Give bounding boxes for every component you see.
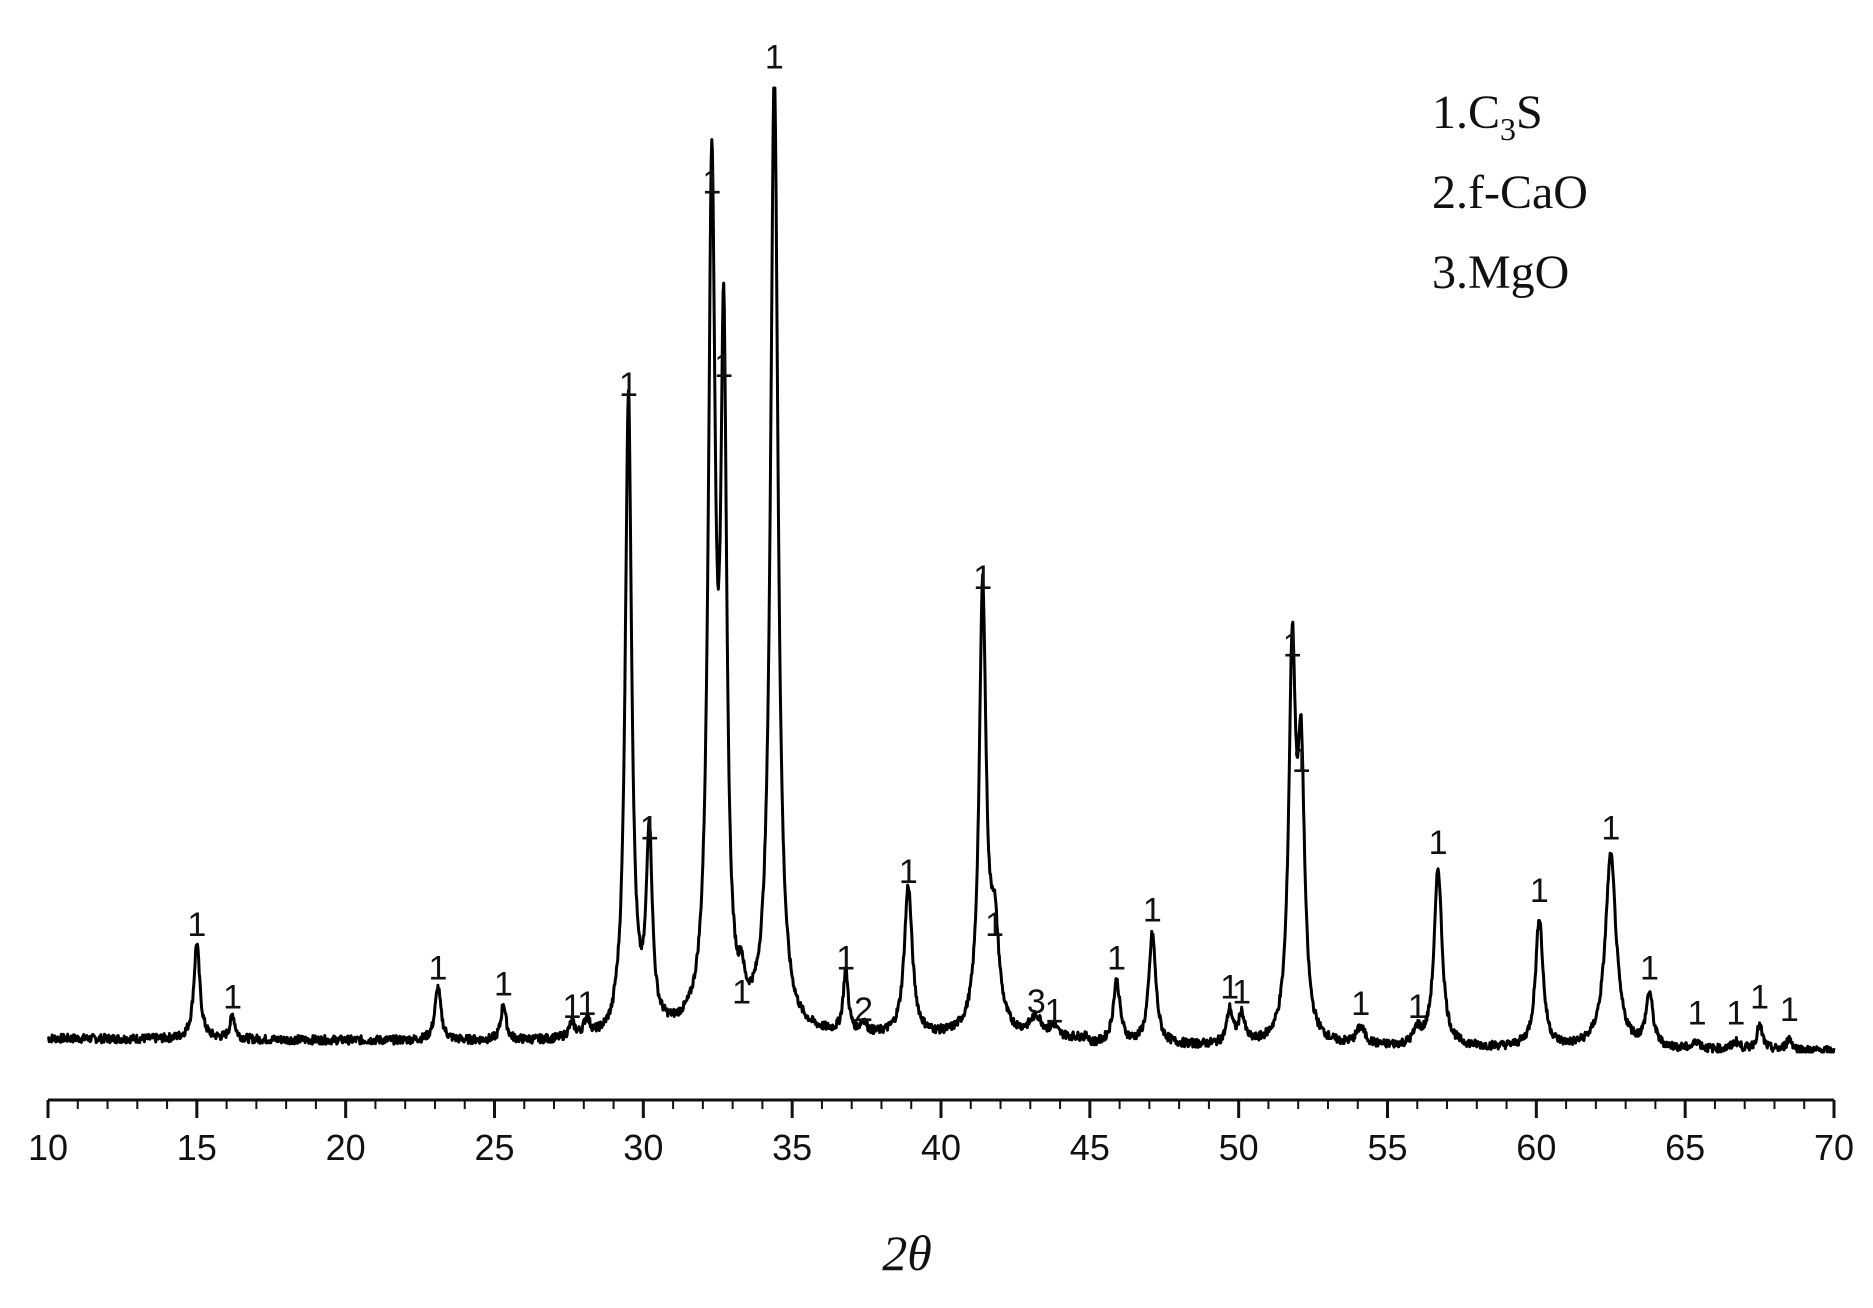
peak-label: 1 <box>1530 872 1549 910</box>
peak-label: 1 <box>1780 991 1799 1029</box>
peak-label: 1 <box>1726 995 1745 1033</box>
xrd-trace <box>46 86 1836 1054</box>
peak-label: 1 <box>1351 985 1370 1023</box>
peak-label: 1 <box>1220 969 1239 1007</box>
peak-label: 1 <box>1292 742 1311 780</box>
x-tick-label: 30 <box>623 1127 663 1168</box>
peak-label: 1 <box>1429 824 1448 862</box>
x-tick-label: 50 <box>1219 1127 1259 1168</box>
x-tick-label: 60 <box>1516 1127 1556 1168</box>
peak-label: 1 <box>899 853 918 891</box>
x-tick-label: 25 <box>474 1127 514 1168</box>
x-tick-label: 20 <box>326 1127 366 1168</box>
peak-label: 1 <box>1601 810 1620 848</box>
peak-label: 1 <box>1143 892 1162 930</box>
peak-label: 1 <box>187 906 206 944</box>
peak-label: 1 <box>1688 995 1707 1033</box>
peak-label: 1 <box>577 985 596 1023</box>
peak-label: 1 <box>732 973 751 1011</box>
x-axis: 10 15 20 25 30 35 40 45 50 55 60 65 70 <box>28 1098 1854 1168</box>
x-tick-label: 15 <box>177 1127 217 1168</box>
peak-label: 1 <box>1283 626 1302 664</box>
peak-label: 1 <box>1232 973 1251 1011</box>
peak-label: 1 <box>1640 949 1659 987</box>
peak-label: 1 <box>714 347 733 385</box>
peak-label: 1 <box>494 966 513 1004</box>
peak-label: 1 <box>223 978 242 1016</box>
peak-label: 1 <box>428 949 447 987</box>
legend: 1.C3S 2.f-CaO 3.MgO <box>1432 86 1588 299</box>
x-tick-label: 10 <box>28 1127 68 1168</box>
legend-entry: 3.MgO <box>1432 246 1569 299</box>
peak-label: 1 <box>973 559 992 597</box>
legend-entry: 2.f-CaO <box>1432 166 1588 219</box>
peak-label: 1 <box>985 906 1004 944</box>
x-tick-label: 70 <box>1814 1127 1854 1168</box>
peak-label: 1 <box>765 38 784 76</box>
x-tick-label: 55 <box>1367 1127 1407 1168</box>
peak-label: 1 <box>702 164 721 202</box>
x-tick-label: 35 <box>772 1127 812 1168</box>
peak-label: 1 <box>1750 978 1769 1016</box>
peak-label: 1 <box>562 988 581 1026</box>
x-tick-label: 45 <box>1070 1127 1110 1168</box>
diffraction-pattern <box>46 86 1836 1054</box>
x-tick-label: 65 <box>1665 1127 1705 1168</box>
peak-label: 1 <box>836 940 855 978</box>
legend-entry: 1.C3S <box>1432 86 1543 147</box>
peak-label: 1 <box>1045 993 1064 1031</box>
peak-label: 1 <box>1107 940 1126 978</box>
peak-label: 1 <box>619 366 638 404</box>
x-tick-label: 40 <box>921 1127 961 1168</box>
peak-label: 1 <box>1408 988 1427 1026</box>
peak-label: 1 <box>640 810 659 848</box>
peak-label: 3 <box>1027 983 1046 1021</box>
peak-label: 2 <box>854 991 873 1029</box>
x-axis-title: 2θ <box>882 1225 932 1281</box>
